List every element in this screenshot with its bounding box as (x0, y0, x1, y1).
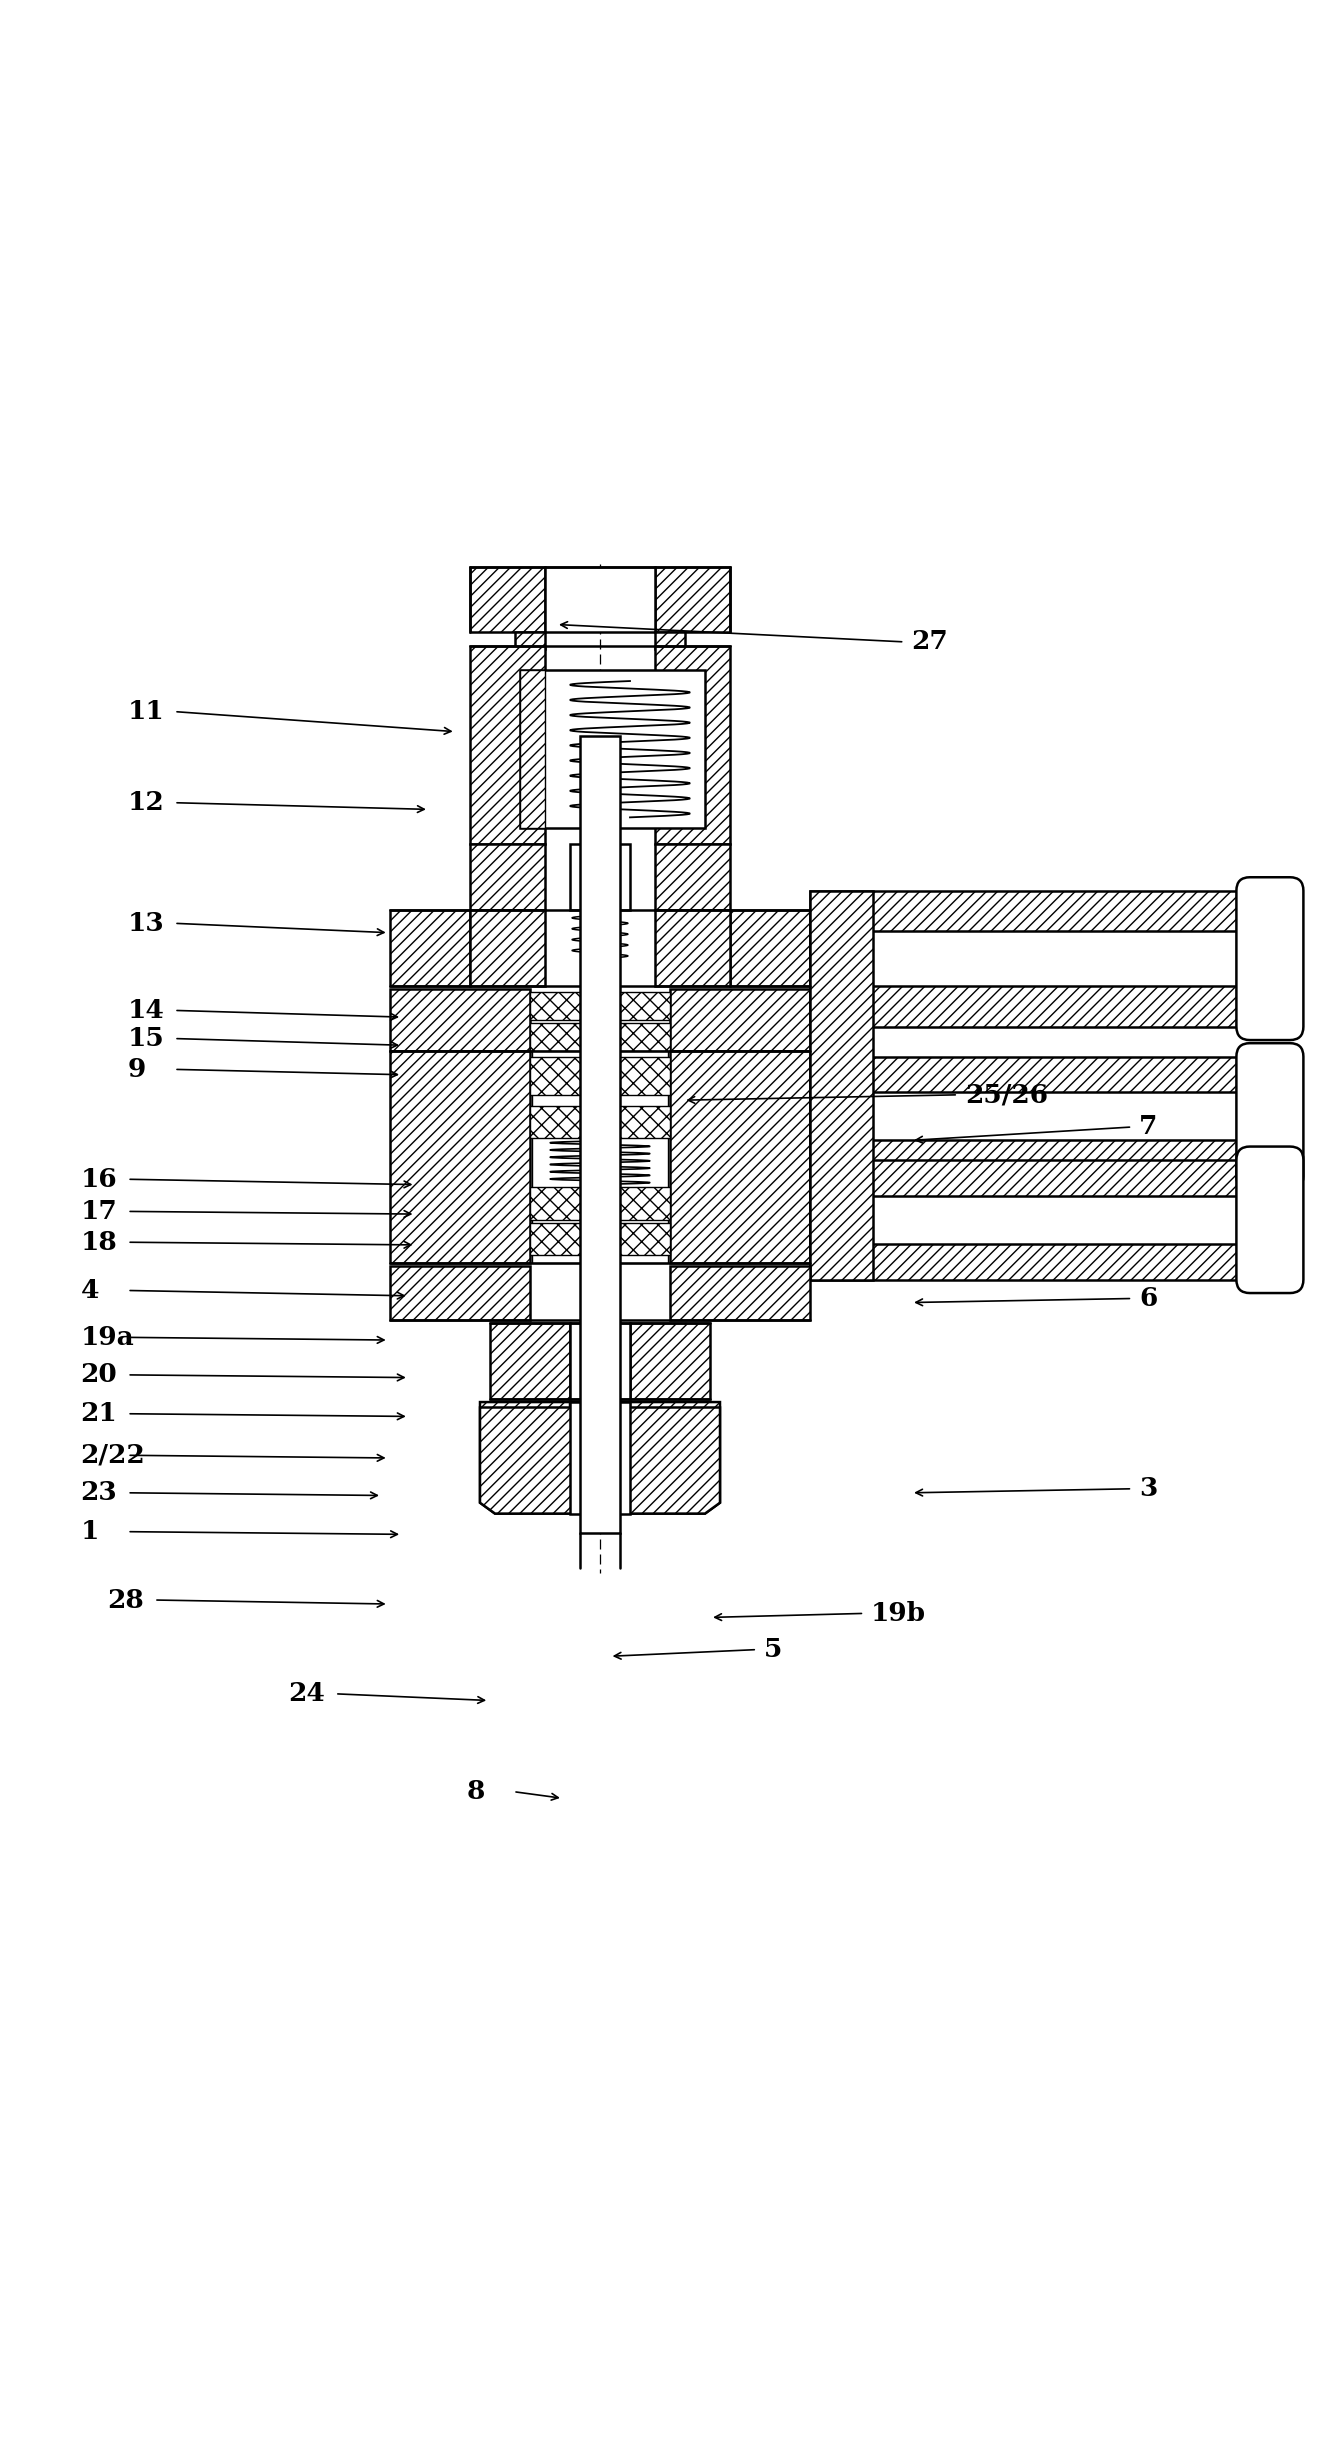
FancyBboxPatch shape (1237, 1148, 1304, 1293)
Text: 8: 8 (466, 1778, 485, 1803)
Text: 18: 18 (80, 1229, 117, 1254)
Text: 20: 20 (80, 1362, 117, 1387)
Bar (531, 1022, 670, 1052)
Polygon shape (655, 566, 730, 633)
Bar (520, 670, 545, 828)
FancyBboxPatch shape (1237, 1044, 1304, 1190)
Bar (570, 1401, 630, 1515)
Text: 5: 5 (764, 1638, 783, 1663)
Text: 17: 17 (80, 1199, 117, 1224)
Polygon shape (490, 1323, 570, 1399)
Text: 7: 7 (1139, 1113, 1158, 1140)
Text: 25/26: 25/26 (965, 1081, 1048, 1108)
Text: 27: 27 (911, 631, 947, 655)
Polygon shape (655, 909, 730, 985)
Bar (809, 892, 872, 1281)
Polygon shape (390, 909, 470, 985)
Polygon shape (670, 1052, 809, 1264)
Text: 3: 3 (1139, 1475, 1158, 1502)
Text: 19b: 19b (871, 1601, 926, 1626)
Polygon shape (655, 645, 730, 845)
Text: 15: 15 (127, 1027, 163, 1052)
Polygon shape (470, 566, 545, 633)
Polygon shape (515, 633, 545, 648)
Polygon shape (390, 1052, 531, 1264)
Text: 19a: 19a (80, 1325, 134, 1350)
Polygon shape (809, 1057, 1290, 1177)
Text: 14: 14 (127, 998, 165, 1022)
Polygon shape (390, 1266, 531, 1320)
Polygon shape (809, 1160, 1290, 1281)
Text: 16: 16 (80, 1167, 117, 1192)
Polygon shape (480, 1401, 720, 1515)
Text: 2/22: 2/22 (80, 1443, 145, 1468)
Polygon shape (655, 633, 685, 648)
Polygon shape (470, 845, 545, 909)
Polygon shape (470, 645, 545, 845)
Bar (809, 1197, 1290, 1244)
Bar (520, 670, 705, 828)
Bar (531, 1106, 670, 1138)
Bar (809, 931, 1290, 985)
Text: 13: 13 (127, 911, 163, 936)
Bar (570, 1323, 630, 1399)
Polygon shape (480, 1401, 720, 1515)
Polygon shape (670, 1266, 809, 1320)
Text: 11: 11 (127, 699, 163, 724)
Polygon shape (809, 892, 1290, 1027)
Bar (532, 1052, 669, 1264)
Bar (809, 1094, 1290, 1140)
Bar (531, 1222, 670, 1256)
Text: 21: 21 (80, 1401, 117, 1426)
Polygon shape (730, 909, 809, 985)
Text: 9: 9 (127, 1057, 146, 1081)
Text: 4: 4 (80, 1278, 99, 1303)
Bar (531, 993, 670, 1020)
Bar (580, 736, 620, 1532)
Polygon shape (670, 988, 809, 1052)
Bar (531, 1057, 670, 1094)
Bar (570, 845, 630, 909)
Text: 12: 12 (127, 791, 163, 815)
Bar (545, 566, 655, 633)
Bar (531, 1187, 670, 1219)
FancyBboxPatch shape (1237, 877, 1304, 1039)
Polygon shape (630, 1323, 710, 1399)
Text: 6: 6 (1139, 1286, 1158, 1310)
Polygon shape (655, 845, 730, 909)
Text: 1: 1 (80, 1520, 99, 1544)
Text: 24: 24 (288, 1682, 326, 1707)
Polygon shape (470, 909, 545, 985)
Text: 23: 23 (80, 1480, 117, 1505)
Polygon shape (390, 988, 531, 1052)
Text: 28: 28 (107, 1589, 143, 1613)
